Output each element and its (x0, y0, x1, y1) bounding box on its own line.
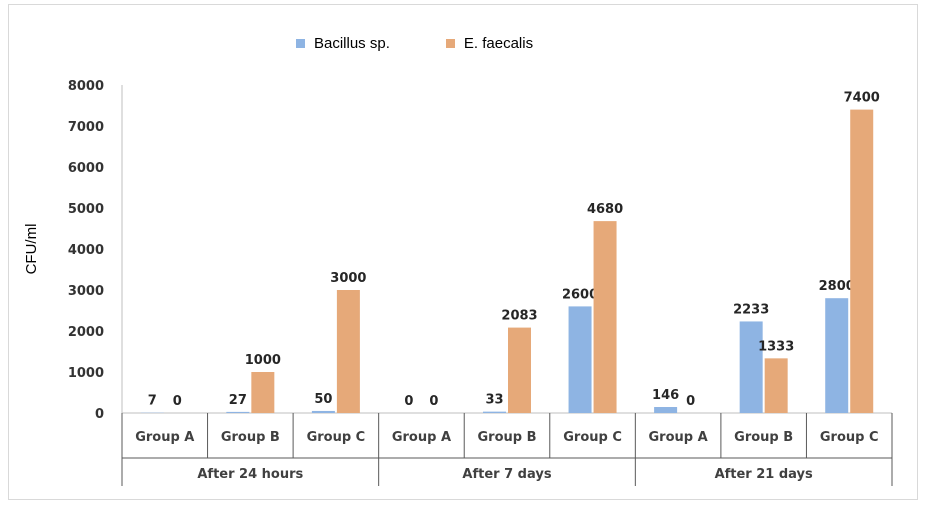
data-label: 0 (686, 394, 695, 409)
legend: Bacillus sp. E. faecalis (296, 32, 589, 54)
chart-frame (8, 4, 918, 500)
y-tick-label: 5000 (68, 202, 104, 217)
data-label: 146 (652, 388, 679, 403)
category-label: Group A (392, 430, 451, 445)
data-label: 7400 (844, 91, 880, 106)
data-label: 2800 (819, 279, 855, 294)
data-label: 0 (429, 394, 438, 409)
category-label: Group C (563, 430, 622, 445)
y-tick-label: 1000 (68, 366, 104, 381)
legend-swatch-bacillus (296, 38, 305, 48)
legend-label-bacillus: Bacillus sp. (314, 34, 390, 52)
category-label: Group B (477, 430, 536, 445)
group-label: After 7 days (462, 467, 551, 482)
bar (825, 298, 849, 413)
data-label: 33 (485, 393, 503, 408)
data-label: 3000 (330, 271, 366, 286)
bar (654, 407, 678, 413)
bar (336, 290, 360, 413)
data-label: 2233 (733, 302, 769, 317)
data-label: 1000 (245, 353, 281, 368)
bar (483, 411, 506, 413)
bar (508, 327, 531, 413)
y-tick-label: 3000 (68, 284, 104, 299)
y-tick-label: 6000 (68, 161, 104, 176)
bar (251, 372, 275, 413)
y-axis-label: CFU/ml (23, 224, 40, 275)
bar (226, 411, 250, 413)
bar (593, 221, 617, 413)
category-label: Group C (307, 430, 366, 445)
bar (739, 321, 763, 413)
data-label: 1333 (758, 339, 794, 354)
data-label: 7 (148, 394, 157, 409)
y-tick-label: 7000 (68, 120, 104, 135)
bar (311, 410, 335, 413)
category-label: Group A (649, 430, 708, 445)
category-label: Group B (221, 430, 280, 445)
category-label: Group A (135, 430, 194, 445)
data-label: 2083 (501, 309, 537, 324)
legend-item-efaecalis: E. faecalis (445, 34, 534, 52)
legend-swatch-efaecalis (445, 38, 455, 48)
group-label: After 24 hours (197, 467, 303, 482)
y-tick-label: 2000 (68, 325, 104, 340)
data-label: 0 (173, 394, 182, 409)
data-label: 2600 (562, 287, 598, 302)
group-label: After 21 days (715, 467, 813, 482)
category-label: Group C (820, 430, 879, 445)
category-label: Group B (734, 430, 793, 445)
bar (568, 306, 592, 413)
y-tick-label: 8000 (68, 79, 104, 94)
legend-label-efaecalis: E. faecalis (463, 34, 534, 52)
legend-item-bacillus: Bacillus sp. (296, 35, 390, 52)
data-label: 50 (314, 392, 332, 407)
data-label: 4680 (587, 202, 623, 217)
bar (764, 358, 788, 413)
data-label: 27 (229, 393, 247, 408)
y-tick-label: 0 (95, 407, 104, 422)
data-label: 0 (404, 394, 413, 409)
y-tick-label: 4000 (68, 243, 104, 258)
bar (850, 109, 874, 413)
